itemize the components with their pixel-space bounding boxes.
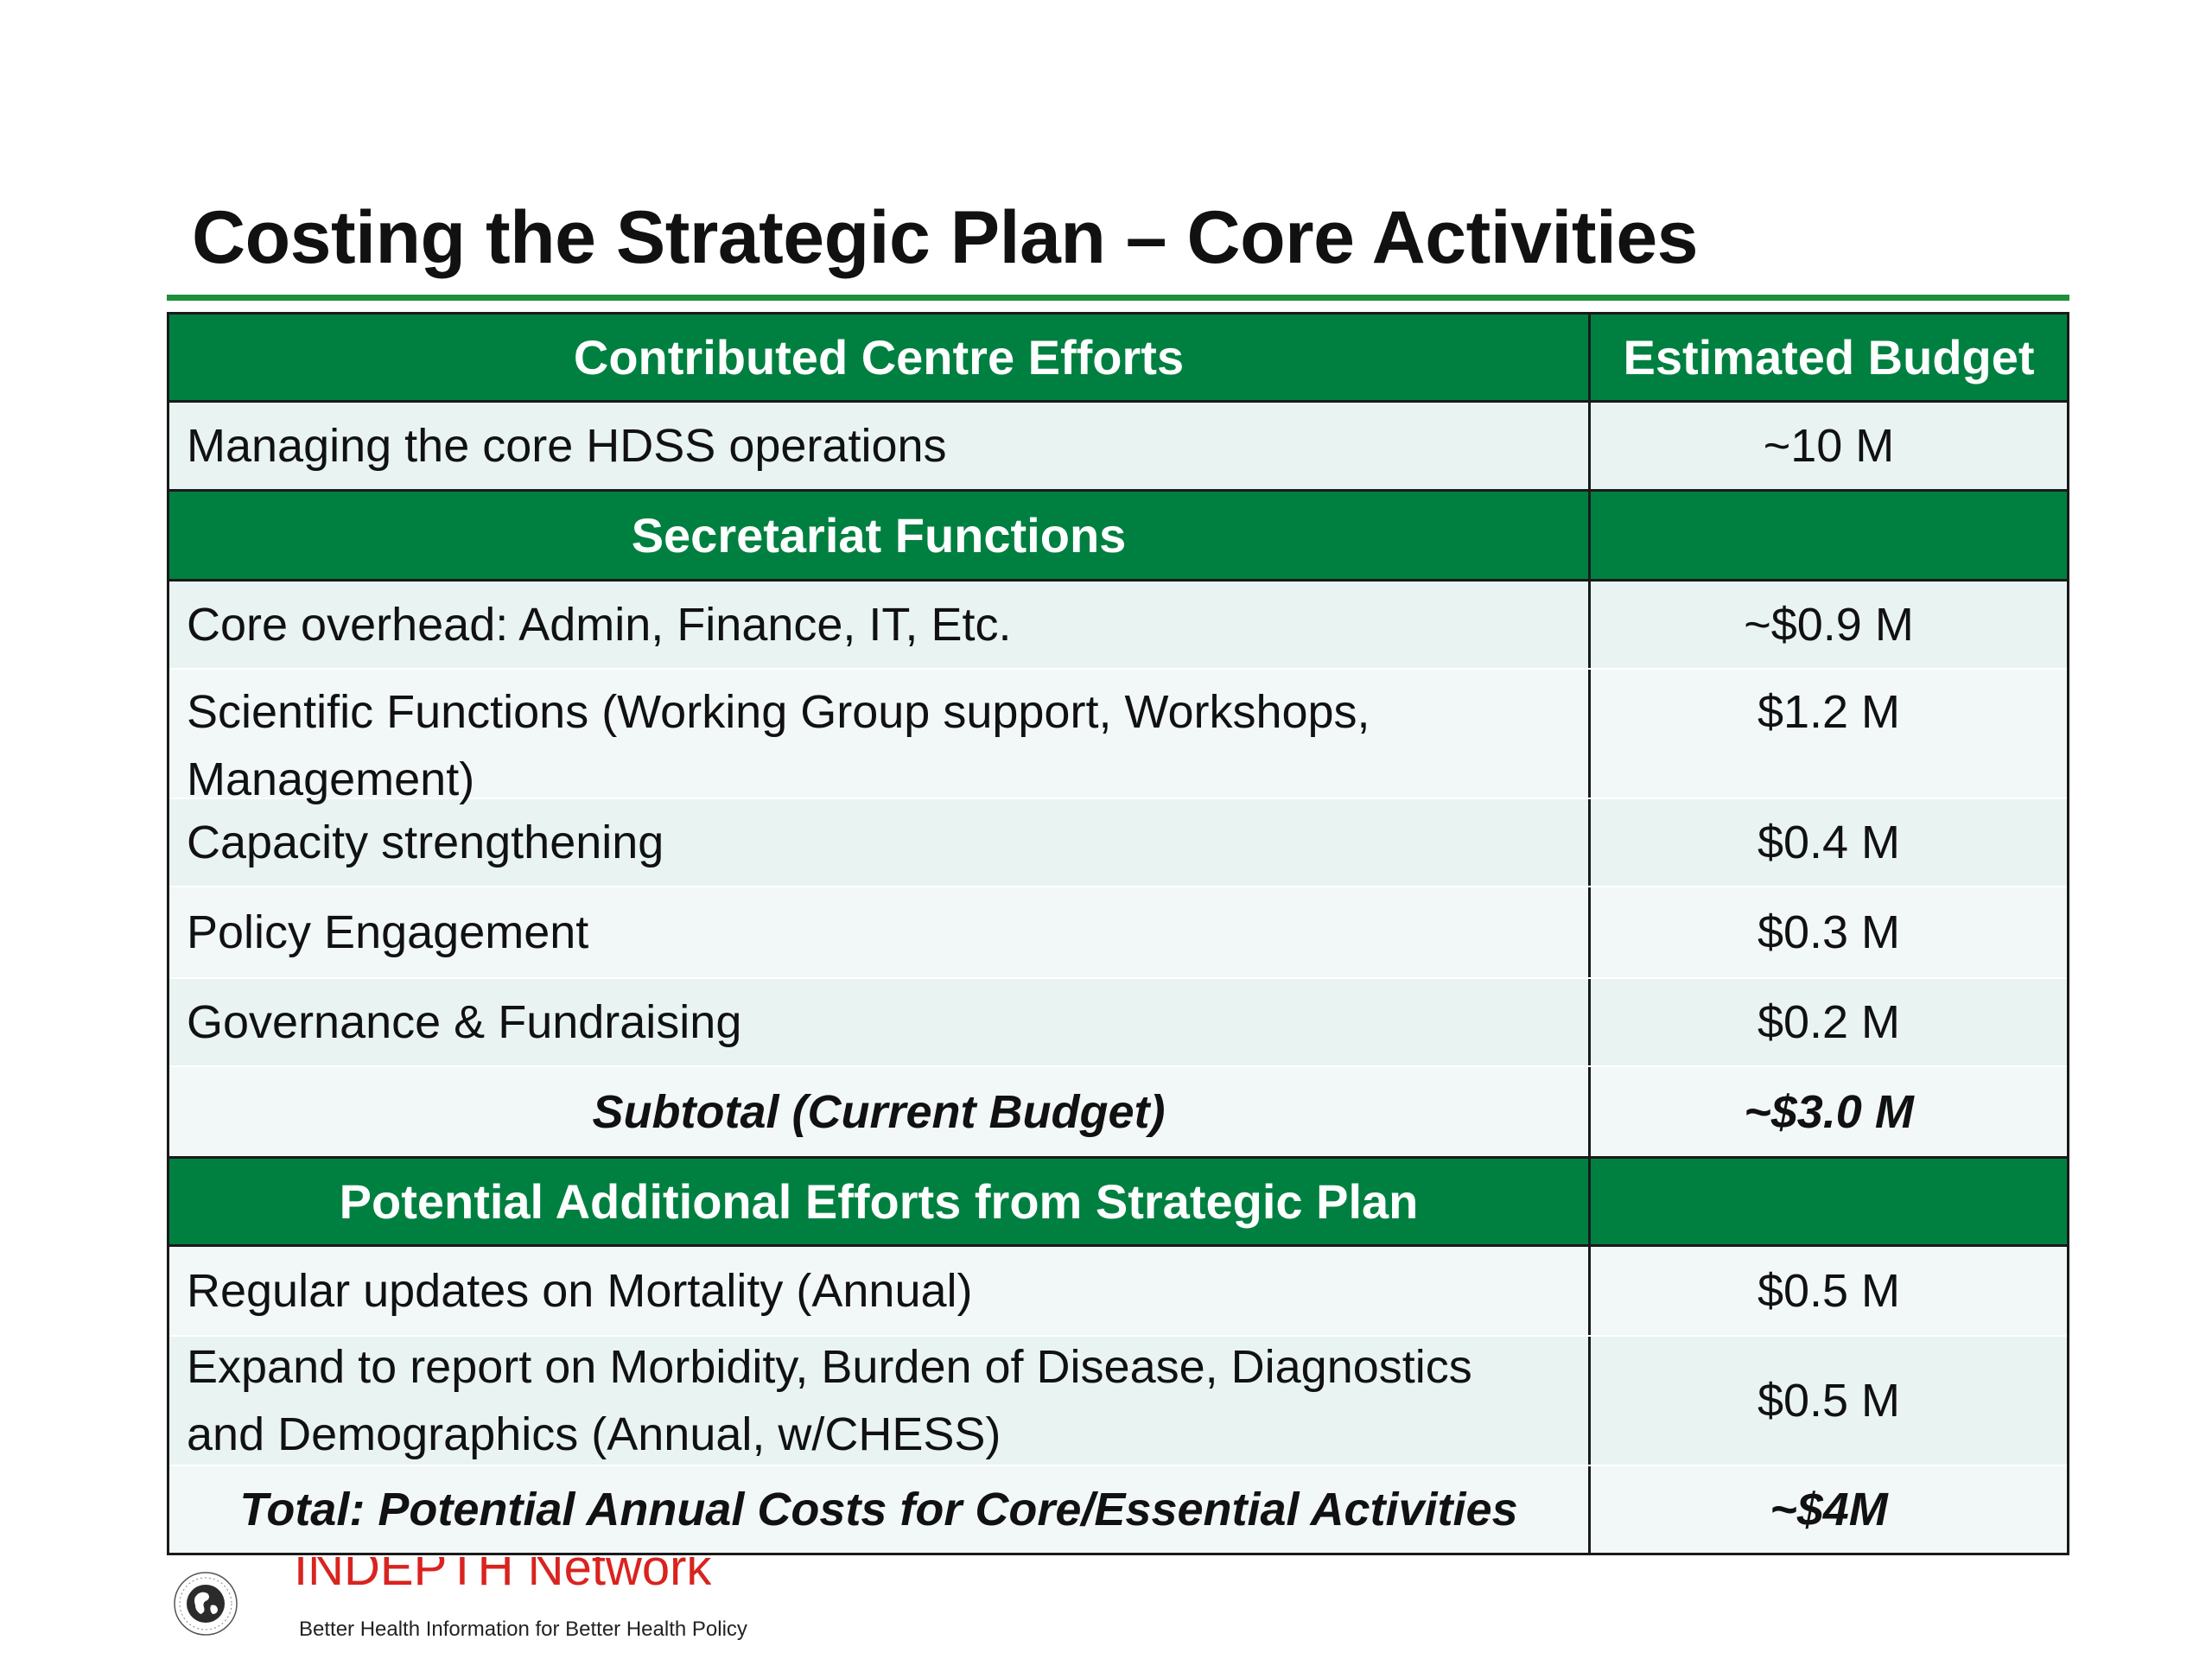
globe-logo-icon <box>174 1572 238 1636</box>
row-label: Managing the core HDSS operations <box>169 403 1591 489</box>
row-label: Policy Engagement <box>169 887 1591 977</box>
row-label: Capacity strengthening <box>169 799 1591 886</box>
budget-table: Contributed Centre Efforts Estimated Bud… <box>167 312 2069 1555</box>
table-row: Expand to report on Morbidity, Burden of… <box>169 1337 2067 1466</box>
table-row: Core overhead: Admin, Finance, IT, Etc. … <box>169 582 2067 670</box>
section-header-secretariat: Secretariat Functions <box>169 492 2067 582</box>
row-value: $0.4 M <box>1757 817 1901 868</box>
subtotal-value: ~$3.0 M <box>1744 1085 1914 1138</box>
slide-title: Costing the Strategic Plan – Core Activi… <box>192 196 1699 279</box>
table-row: Regular updates on Mortality (Annual) $0… <box>169 1247 2067 1337</box>
row-label: Expand to report on Morbidity, Burden of… <box>169 1337 1591 1465</box>
section-header-additional: Potential Additional Efforts from Strate… <box>169 1159 2067 1247</box>
row-value: ~$0.9 M <box>1744 599 1914 651</box>
table-row: Scientific Functions (Working Group supp… <box>169 670 2067 805</box>
row-label: Governance & Fundraising <box>169 979 1591 1065</box>
table-row: Capacity strengthening $0.4 M <box>169 799 2067 887</box>
section-title: Secretariat Functions <box>169 492 1591 579</box>
row-value: $0.2 M <box>1757 996 1901 1048</box>
row-label: Core overhead: Admin, Finance, IT, Etc. <box>169 582 1591 668</box>
row-value: $0.5 M <box>1757 1375 1901 1427</box>
brand-name: INDEPTH Network <box>294 1557 712 1595</box>
section-title: Potential Additional Efforts from Strate… <box>169 1159 1591 1244</box>
total-label: Total: Potential Annual Costs for Core/E… <box>169 1466 1591 1553</box>
table-row: Policy Engagement $0.3 M <box>169 887 2067 979</box>
section-value <box>1591 492 2067 579</box>
section-value <box>1591 1159 2067 1244</box>
table-header-row: Contributed Centre Efforts Estimated Bud… <box>169 315 2067 403</box>
subtotal-label: Subtotal (Current Budget) <box>169 1067 1591 1156</box>
header-budget: Estimated Budget <box>1623 329 2035 385</box>
row-value: $1.2 M <box>1757 686 1901 738</box>
title-divider <box>167 295 2069 301</box>
row-value: $0.5 M <box>1757 1265 1901 1317</box>
header-efforts: Contributed Centre Efforts <box>169 315 1591 400</box>
table-row: Managing the core HDSS operations ~10 M <box>169 403 2067 492</box>
brand-tagline: Better Health Information for Better Hea… <box>299 1618 747 1641</box>
subtotal-row: Subtotal (Current Budget) ~$3.0 M <box>169 1067 2067 1159</box>
total-row: Total: Potential Annual Costs for Core/E… <box>169 1466 2067 1553</box>
row-value: $0.3 M <box>1757 906 1901 958</box>
row-label: Scientific Functions (Working Group supp… <box>169 670 1591 805</box>
table-row: Governance & Fundraising $0.2 M <box>169 979 2067 1067</box>
row-value: ~10 M <box>1763 420 1895 472</box>
total-value: ~$4M <box>1770 1484 1888 1535</box>
row-label: Regular updates on Mortality (Annual) <box>169 1247 1591 1335</box>
